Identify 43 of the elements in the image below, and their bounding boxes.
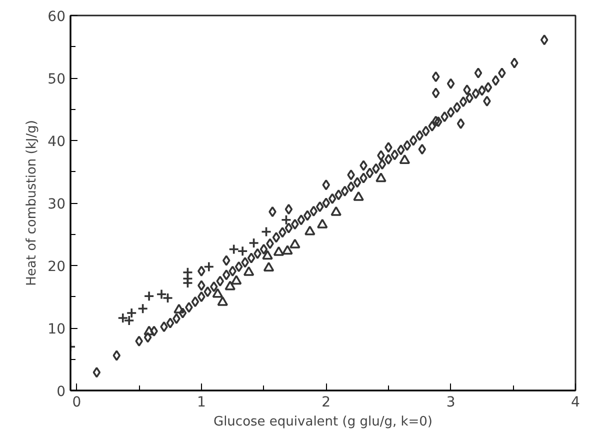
point: [162, 292, 174, 304]
x-tick-label: 4: [571, 394, 580, 410]
x-tick-label: 1: [196, 394, 206, 410]
y-tick-label: 10: [48, 322, 66, 338]
x-tick-label: 3: [446, 394, 456, 410]
x-tick-label: 0: [72, 394, 82, 410]
point: [212, 288, 224, 298]
point: [376, 172, 386, 182]
point: [243, 266, 254, 276]
x-axis-title: Glucose equivalent (g glu/g, k=0): [214, 414, 433, 430]
point: [290, 238, 300, 248]
point: [217, 296, 228, 306]
y-tick-label: 0: [56, 384, 66, 400]
point: [174, 304, 184, 314]
y-tick-label: 30: [48, 196, 66, 212]
point: [237, 246, 248, 257]
point: [260, 226, 272, 238]
point: [224, 280, 236, 290]
point: [282, 245, 293, 255]
point: [353, 191, 364, 201]
point: [156, 288, 167, 300]
point: [248, 238, 260, 248]
point: [228, 244, 240, 255]
point: [280, 214, 292, 226]
point: [330, 206, 342, 216]
y-axis-title: Heat of combustion (kJ/g): [24, 120, 40, 286]
point: [117, 312, 128, 324]
point: [144, 290, 154, 302]
y-tick-label: 20: [48, 259, 66, 275]
point: [204, 261, 214, 272]
point: [399, 154, 410, 164]
point: [144, 326, 154, 336]
point: [230, 275, 242, 285]
point: [316, 218, 328, 228]
point: [263, 262, 274, 272]
point: [137, 303, 148, 314]
x-tick-label: 2: [322, 394, 331, 410]
y-tick-label: 40: [48, 134, 66, 150]
point: [304, 226, 316, 236]
y-tick-label: 60: [48, 9, 66, 25]
y-tick-label: 50: [48, 72, 66, 88]
point: [273, 246, 284, 256]
point: [262, 250, 273, 260]
